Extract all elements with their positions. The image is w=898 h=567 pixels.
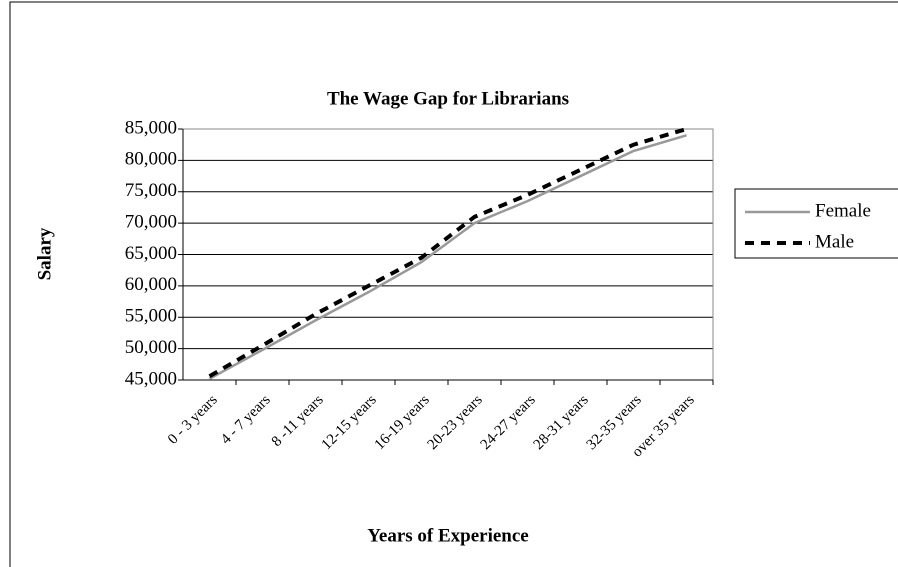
legend-box	[734, 188, 898, 259]
chart-title: The Wage Gap for Librarians	[327, 88, 569, 109]
y-tick-label: 70,000	[125, 211, 177, 232]
y-tick-label: 75,000	[125, 180, 177, 201]
y-tick-label: 50,000	[125, 337, 177, 358]
y-axis-label: Salary	[34, 227, 55, 280]
legend-label: Male	[815, 231, 854, 252]
y-tick-label: 80,000	[125, 149, 177, 170]
x-axis-label: Years of Experience	[367, 525, 528, 546]
series-line	[208, 127, 688, 378]
y-tick-label: 85,000	[125, 117, 177, 138]
y-tick-label: 60,000	[125, 274, 177, 295]
y-tick-label: 65,000	[125, 243, 177, 264]
y-tick-label: 45,000	[125, 368, 177, 389]
series-line	[208, 134, 687, 380]
chart-frame	[9, 1, 898, 567]
y-tick-label: 55,000	[125, 306, 177, 327]
legend-label: Female	[815, 200, 871, 221]
